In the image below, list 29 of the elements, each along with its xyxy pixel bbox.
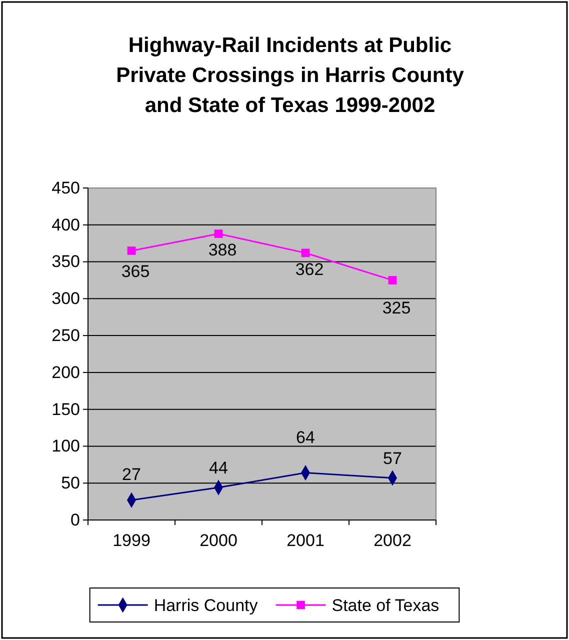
legend-label: State of Texas bbox=[332, 596, 440, 615]
y-tick-label: 100 bbox=[52, 436, 80, 456]
y-tick-label: 200 bbox=[52, 362, 80, 382]
y-tick-label: 0 bbox=[70, 510, 80, 530]
data-label: 44 bbox=[209, 458, 228, 478]
y-tick-label: 50 bbox=[61, 474, 80, 493]
y-tick-label: 450 bbox=[52, 178, 80, 198]
y-tick-label: 350 bbox=[52, 252, 80, 272]
point bbox=[301, 248, 310, 258]
chart-title: Highway-Rail Incidents at Public Private Crossings in Harris County and State of Texas 1999-2002 bbox=[116, 34, 464, 117]
legend-label: Harris County bbox=[154, 596, 258, 615]
data-label: 57 bbox=[383, 448, 402, 468]
y-tick-label: 250 bbox=[52, 326, 80, 345]
data-label: 325 bbox=[382, 298, 411, 318]
point bbox=[214, 230, 223, 238]
x-tick-label: 2001 bbox=[286, 531, 324, 550]
data-label: 365 bbox=[121, 262, 150, 281]
point bbox=[388, 276, 397, 284]
y-tick-label: 300 bbox=[52, 289, 80, 308]
x-tick-label: 1999 bbox=[112, 531, 150, 550]
data-label: 388 bbox=[208, 240, 237, 260]
x-tick-label: 2002 bbox=[374, 531, 412, 550]
y-tick-label: 150 bbox=[52, 400, 80, 419]
data-label: 27 bbox=[122, 465, 141, 484]
point bbox=[127, 246, 136, 255]
x-tick-label: 2000 bbox=[200, 531, 238, 550]
data-label: 64 bbox=[296, 428, 315, 448]
y-tick-label: 400 bbox=[52, 215, 80, 234]
data-label: 362 bbox=[295, 260, 324, 279]
